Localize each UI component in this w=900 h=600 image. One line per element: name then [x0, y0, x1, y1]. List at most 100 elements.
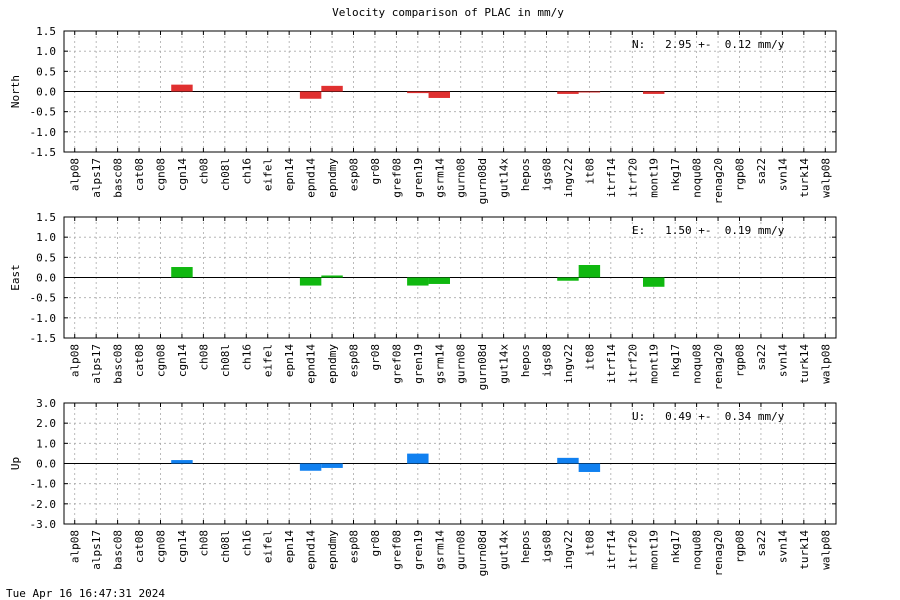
- x-tick-label: gurn08d: [476, 344, 489, 390]
- x-tick-label: sa22: [755, 158, 768, 185]
- x-tick-label: gurn08d: [476, 530, 489, 576]
- x-tick-label: mont19: [648, 344, 661, 384]
- x-tick-label: hepos: [519, 530, 532, 563]
- x-tick-label: itrf14: [605, 530, 618, 570]
- x-tick-label: ch08: [197, 158, 210, 185]
- x-tick-label: alps17: [90, 158, 103, 198]
- x-tick-label: gr08: [369, 530, 382, 557]
- bar-cgn14: [171, 267, 193, 278]
- x-tick-label: alps17: [90, 344, 103, 384]
- x-tick-label: ch08l: [219, 344, 232, 377]
- bar-epndmy: [321, 463, 343, 468]
- x-tick-label: eifel: [262, 530, 275, 563]
- x-tick-label: ch08l: [219, 530, 232, 563]
- x-tick-label: itrf20: [626, 344, 639, 384]
- y-tick-label: -1.5: [30, 146, 57, 159]
- y-axis-label: Up: [9, 457, 22, 470]
- x-tick-label: gut14x: [498, 530, 511, 570]
- y-tick-label: -1.5: [30, 332, 57, 345]
- x-tick-label: itrf20: [626, 158, 639, 198]
- x-tick-label: turk14: [798, 344, 811, 384]
- y-tick-label: 1.5: [36, 25, 56, 38]
- x-tick-label: ch16: [240, 530, 253, 557]
- bar-mont19: [643, 277, 665, 287]
- panel-east: -1.5 -1.0 -0.5 0.0 0.5 1.0 1.5 alp08 alps17 basc0…: [9, 211, 837, 390]
- x-tick-label: itrf20: [626, 530, 639, 570]
- x-tick-label: rgp08: [734, 530, 747, 563]
- bar-cgn14: [171, 84, 193, 92]
- bar-epndmy: [321, 85, 343, 92]
- x-tick-label: ingv22: [562, 158, 575, 198]
- x-tick-label: cgn08: [155, 158, 168, 191]
- y-axis-label: North: [9, 75, 22, 108]
- panel-up: -3.0 -2.0 -1.0 0.0 1.0 2.0 3.0 alp08 alps17 basc0…: [9, 397, 837, 576]
- x-tick-label: epndmy: [326, 344, 339, 384]
- x-tick-label: gurn08: [455, 530, 468, 570]
- x-tick-label: epn14: [283, 344, 296, 377]
- x-tick-label: cat08: [133, 530, 146, 563]
- bar-ingv22: [557, 277, 579, 281]
- x-tick-label: rgp08: [734, 158, 747, 191]
- y-tick-label: 0.0: [36, 86, 56, 99]
- x-tick-label: gref08: [390, 344, 403, 384]
- x-tick-label: svn14: [776, 158, 789, 191]
- bar-ingv22: [557, 457, 579, 464]
- x-tick-label: walp08: [819, 344, 832, 384]
- x-tick-label: renag20: [712, 530, 725, 576]
- bar-gsrm14: [428, 277, 450, 284]
- bar-it08: [578, 91, 601, 93]
- y-tick-label: 1.5: [36, 211, 56, 224]
- y-tick-label: 0.0: [36, 272, 56, 285]
- x-tick-label: sa22: [755, 344, 768, 371]
- x-tick-label: turk14: [798, 158, 811, 198]
- bar-ingv22: [557, 91, 579, 94]
- x-tick-label: hepos: [519, 344, 532, 377]
- x-tick-label: cgn14: [176, 344, 189, 377]
- x-tick-label: igs08: [541, 530, 554, 563]
- x-tick-label: gr08: [369, 158, 382, 185]
- x-tick-label: cgn08: [155, 344, 168, 377]
- x-tick-label: esp08: [348, 158, 361, 191]
- x-tick-label: walp08: [819, 158, 832, 198]
- x-tick-label: gsrm14: [433, 344, 446, 384]
- y-tick-label: -0.5: [30, 106, 57, 119]
- bar-gren19: [407, 453, 429, 464]
- x-tick-label: hepos: [519, 158, 532, 191]
- x-tick-label: noqu08: [691, 344, 704, 384]
- x-tick-label: nkg17: [669, 530, 682, 563]
- x-tick-label: alp08: [69, 530, 82, 563]
- x-tick-label: noqu08: [691, 530, 704, 570]
- x-tick-label: itrf14: [605, 158, 618, 198]
- bar-gren19: [407, 277, 429, 286]
- x-tick-label: noqu08: [691, 158, 704, 198]
- x-tick-label: alps17: [90, 530, 103, 570]
- velocity-annotation: E: 1.50 +- 0.19 mm/y: [632, 224, 785, 237]
- x-tick-label: esp08: [348, 344, 361, 377]
- x-tick-label: gsrm14: [433, 158, 446, 198]
- x-tick-label: gref08: [390, 158, 403, 198]
- x-tick-label: it08: [583, 530, 596, 557]
- x-tick-label: turk14: [798, 530, 811, 570]
- x-tick-label: gut14x: [498, 344, 511, 384]
- panels: -1.5 -1.0 -0.5 0.0 0.5 1.0 1.5 alp08 alps17 basc0…: [9, 25, 837, 576]
- bar-epnd14: [299, 91, 322, 99]
- x-tick-label: igs08: [541, 158, 554, 191]
- x-tick-label: gref08: [390, 530, 403, 570]
- x-tick-label: epnd14: [305, 530, 318, 570]
- x-tick-label: it08: [583, 344, 596, 371]
- x-tick-label: ingv22: [562, 530, 575, 570]
- y-tick-label: -1.0: [30, 478, 57, 491]
- x-tick-label: gurn08d: [476, 158, 489, 204]
- x-tick-label: cgn08: [155, 530, 168, 563]
- x-tick-label: rgp08: [734, 344, 747, 377]
- x-tick-label: basc08: [112, 344, 125, 384]
- x-tick-label: gren19: [412, 344, 425, 384]
- y-tick-label: -0.5: [30, 292, 57, 305]
- x-tick-label: basc08: [112, 158, 125, 198]
- x-tick-label: ch08: [197, 344, 210, 371]
- bar-cgn14: [171, 460, 193, 464]
- y-tick-label: -1.0: [30, 312, 57, 325]
- bar-gren19: [407, 91, 429, 94]
- bar-epndmy: [321, 275, 343, 278]
- x-tick-label: renag20: [712, 158, 725, 204]
